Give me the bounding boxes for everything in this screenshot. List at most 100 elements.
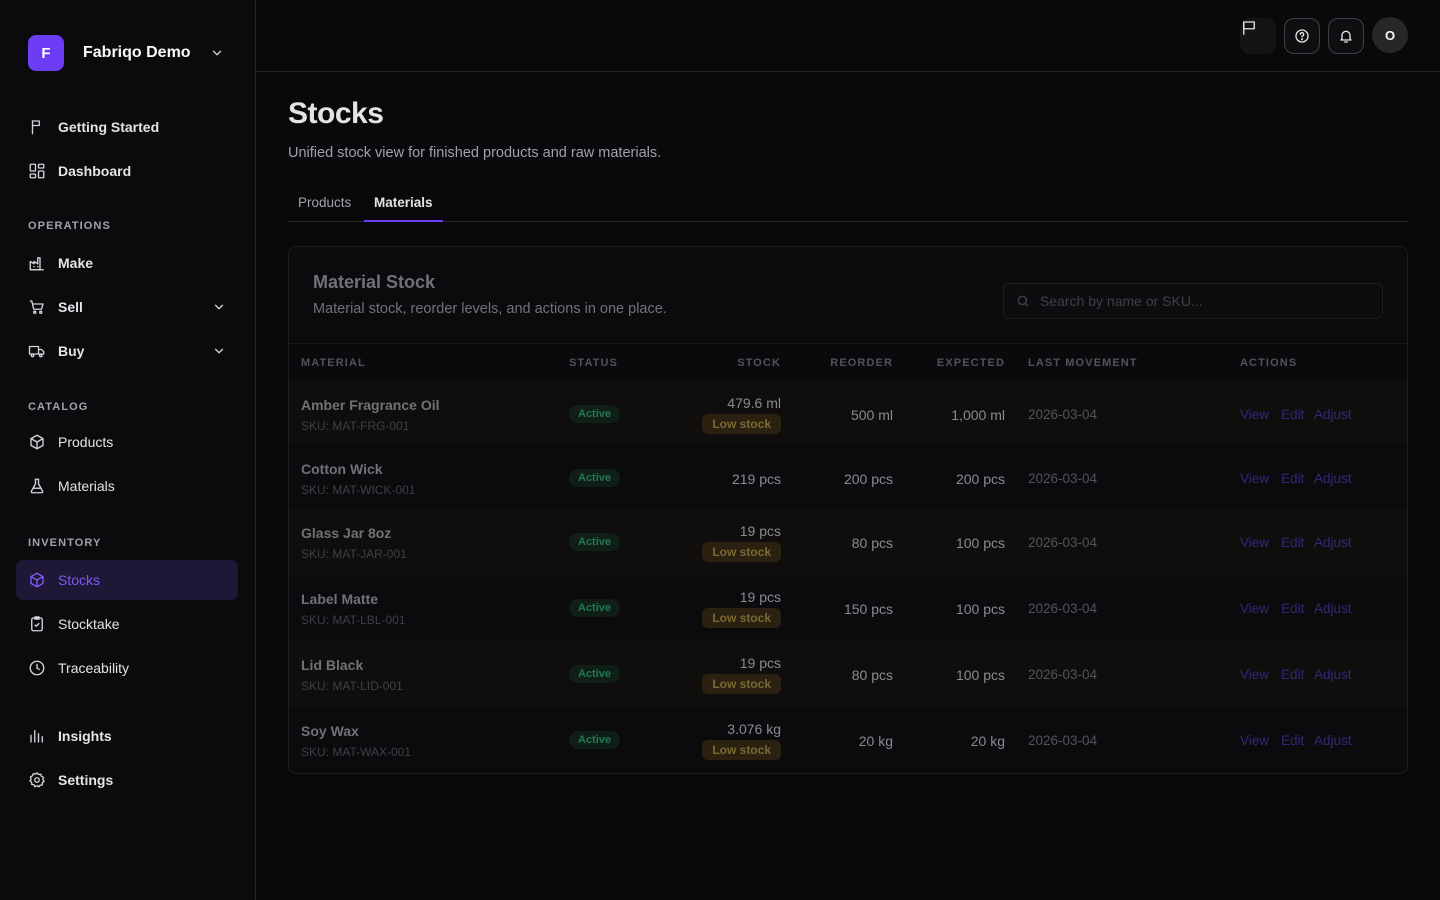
stock-value: 19 pcs: [739, 589, 781, 605]
table-row: Soy Wax SKU: MAT-WAX-001 Active 3.076 kg…: [289, 707, 1407, 773]
section-label-operations: OPERATIONS: [28, 220, 111, 232]
status-badge: Active: [569, 665, 621, 683]
edit-link[interactable]: Edit: [1281, 535, 1305, 550]
stock-value: 3.076 kg: [727, 721, 781, 737]
col-expected: EXPECTED: [936, 357, 1005, 369]
workspace-switcher[interactable]: F Fabriqo Demo: [28, 35, 228, 71]
stock-value: 479.6 ml: [727, 395, 781, 411]
view-link[interactable]: View: [1240, 407, 1270, 422]
expected-value: 1,000 ml: [951, 407, 1005, 423]
last-movement: 2026-03-04: [1028, 601, 1098, 616]
expected-value: 100 pcs: [955, 535, 1005, 551]
low-stock-badge: Low stock: [702, 414, 781, 434]
gear-icon: [28, 771, 46, 789]
adjust-link[interactable]: Adjust: [1314, 471, 1352, 486]
material-sku: SKU: MAT-WICK-001: [301, 483, 416, 497]
sidebar-item-traceability[interactable]: Traceability: [16, 648, 238, 688]
status-badge: Active: [569, 533, 621, 551]
box-icon: [28, 433, 46, 451]
table-row: Cotton Wick SKU: MAT-WICK-001 Active 219…: [289, 445, 1407, 509]
material-stock-card: Material Stock Material stock, reorder l…: [288, 246, 1408, 774]
adjust-link[interactable]: Adjust: [1314, 601, 1352, 616]
workspace-logo: F: [28, 35, 64, 71]
material-name: Soy Wax: [301, 723, 359, 739]
bar-chart-icon: [28, 727, 46, 745]
last-movement: 2026-03-04: [1028, 733, 1098, 748]
cart-icon: [28, 298, 46, 316]
view-link[interactable]: View: [1240, 733, 1270, 748]
stock-value: 19 pcs: [739, 523, 781, 539]
sidebar-item-sell[interactable]: Sell: [16, 287, 238, 327]
tab-materials[interactable]: Materials: [364, 186, 443, 222]
sidebar-item-label: Sell: [58, 299, 83, 315]
edit-link[interactable]: Edit: [1281, 733, 1305, 748]
chevron-down-icon: [212, 344, 226, 358]
card-subtitle: Material stock, reorder levels, and acti…: [313, 301, 667, 317]
card-title: Material Stock: [313, 272, 436, 292]
table-row: Amber Fragrance Oil SKU: MAT-FRG-001 Act…: [289, 381, 1407, 445]
edit-link[interactable]: Edit: [1281, 601, 1305, 616]
reorder-value: 80 pcs: [851, 535, 893, 551]
sidebar-item-insights[interactable]: Insights: [16, 716, 238, 756]
adjust-link[interactable]: Adjust: [1314, 733, 1352, 748]
feedback-button[interactable]: [1240, 18, 1276, 54]
sidebar-item-buy[interactable]: Buy: [16, 331, 238, 371]
chevron-down-icon: [210, 46, 224, 60]
adjust-link[interactable]: Adjust: [1314, 407, 1352, 422]
sidebar-item-label: Make: [58, 255, 94, 271]
col-stock: STOCK: [737, 357, 781, 369]
edit-link[interactable]: Edit: [1281, 667, 1305, 682]
material-sku: SKU: MAT-FRG-001: [301, 419, 410, 433]
adjust-link[interactable]: Adjust: [1314, 667, 1352, 682]
topbar: O: [256, 0, 1440, 72]
clipboard-icon: [28, 615, 46, 633]
sidebar-item-dashboard[interactable]: Dashboard: [16, 151, 238, 191]
edit-link[interactable]: Edit: [1281, 471, 1305, 486]
section-label-catalog: CATALOG: [28, 401, 89, 413]
sidebar-item-products[interactable]: Products: [16, 422, 238, 462]
view-link[interactable]: View: [1240, 601, 1270, 616]
factory-icon: [28, 254, 46, 272]
material-name: Lid Black: [301, 657, 364, 673]
material-sku: SKU: MAT-WAX-001: [301, 745, 412, 759]
expected-value: 100 pcs: [955, 667, 1005, 683]
chevron-down-icon: [212, 300, 226, 314]
sidebar-item-stocks[interactable]: Stocks: [16, 560, 238, 600]
view-link[interactable]: View: [1240, 667, 1270, 682]
material-sku: SKU: MAT-JAR-001: [301, 547, 407, 561]
reorder-value: 200 pcs: [843, 471, 893, 487]
material-name: Amber Fragrance Oil: [301, 397, 440, 413]
tab-products[interactable]: Products: [298, 195, 352, 210]
sidebar-item-label: Stocks: [58, 572, 101, 588]
bell-icon: [1338, 28, 1354, 44]
sidebar-item-settings[interactable]: Settings: [16, 760, 238, 800]
stock-value: 219 pcs: [731, 471, 781, 487]
col-reorder: REORDER: [830, 357, 893, 369]
page-title: Stocks: [288, 97, 384, 130]
search-input[interactable]: [1040, 293, 1360, 309]
status-badge: Active: [569, 469, 621, 487]
help-button[interactable]: [1284, 18, 1320, 54]
sidebar-item-materials[interactable]: Materials: [16, 466, 238, 506]
status-badge: Active: [569, 731, 621, 749]
last-movement: 2026-03-04: [1028, 535, 1098, 550]
reorder-value: 150 pcs: [843, 601, 893, 617]
view-link[interactable]: View: [1240, 471, 1270, 486]
table-row: Lid Black SKU: MAT-LID-001 Active 19 pcs…: [289, 641, 1407, 707]
table-row: Label Matte SKU: MAT-LBL-001 Active 19 p…: [289, 575, 1407, 641]
adjust-link[interactable]: Adjust: [1314, 535, 1352, 550]
sidebar-item-label: Buy: [58, 343, 85, 359]
last-movement: 2026-03-04: [1028, 667, 1098, 682]
col-material: MATERIAL: [301, 357, 366, 369]
search-box: [1003, 283, 1383, 319]
notifications-button[interactable]: [1328, 18, 1364, 54]
flask-icon: [28, 477, 46, 495]
view-link[interactable]: View: [1240, 535, 1270, 550]
stock-tabs: Products Materials: [288, 186, 1408, 222]
sidebar-item-make[interactable]: Make: [16, 243, 238, 283]
expected-value: 200 pcs: [955, 471, 1005, 487]
sidebar-item-getting-started[interactable]: Getting Started: [16, 107, 238, 147]
user-avatar[interactable]: O: [1372, 17, 1408, 53]
sidebar-item-stocktake[interactable]: Stocktake: [16, 604, 238, 644]
edit-link[interactable]: Edit: [1281, 407, 1305, 422]
